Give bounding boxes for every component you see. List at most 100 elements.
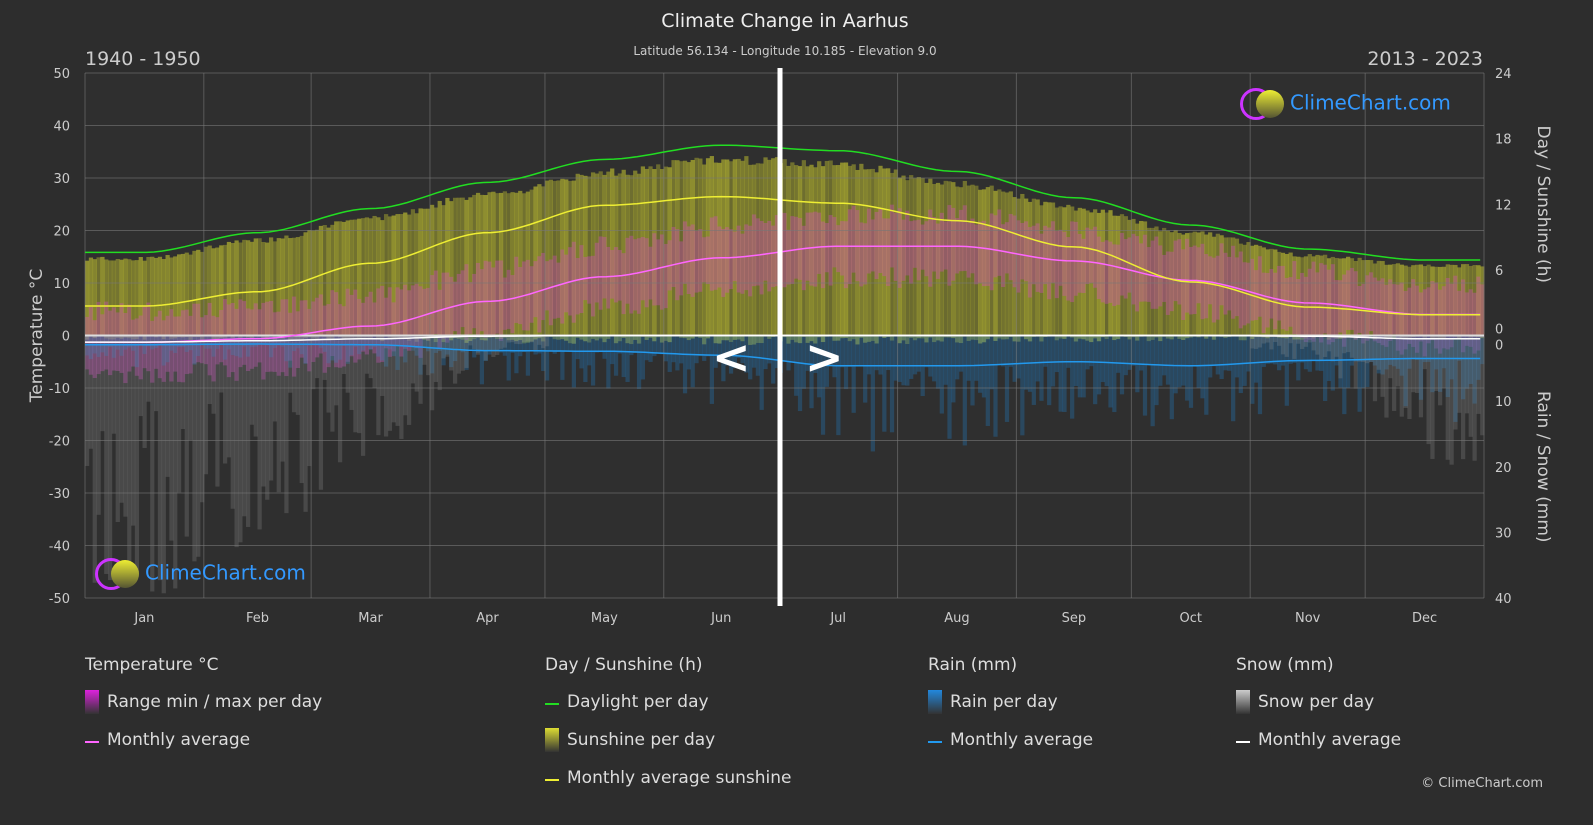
- rain-bar: [840, 335, 845, 368]
- snow-bar: [123, 335, 128, 517]
- snow-bar: [150, 335, 155, 592]
- snow-bar: [1349, 335, 1355, 358]
- rain-bar: [1031, 335, 1036, 405]
- temp-range-bar: [640, 236, 645, 301]
- temp-range-bar: [142, 305, 147, 369]
- rain-bar: [169, 335, 174, 351]
- snow-bar: [403, 335, 408, 416]
- temp-range-bar: [1480, 284, 1485, 338]
- temp-range-bar: [245, 308, 251, 372]
- rain-bar: [146, 335, 151, 347]
- sunshine-bar: [1211, 236, 1217, 340]
- rain-bar: [1342, 335, 1347, 415]
- sunshine-bar: [211, 248, 216, 340]
- snow-bar: [1277, 335, 1282, 346]
- next-period-button[interactable]: >: [805, 330, 844, 384]
- temp-range-bar: [383, 297, 389, 349]
- rain-bar: [755, 335, 760, 376]
- temp-range-bar: [395, 287, 400, 346]
- rain-bar: [809, 335, 814, 409]
- prev-period-button[interactable]: <: [712, 330, 751, 384]
- temp-range-bar: [813, 211, 818, 287]
- sunshine-bar: [169, 257, 174, 339]
- temp-range-bar: [786, 229, 791, 285]
- temp-range-bar: [533, 261, 538, 318]
- rain-bar: [935, 335, 941, 389]
- rain-bar: [1445, 335, 1450, 398]
- sunshine-bar: [391, 215, 396, 339]
- snow-bar: [1269, 335, 1274, 350]
- sunshine-bar: [1139, 220, 1144, 337]
- rain-bar: [1043, 335, 1048, 367]
- snow-bar: [303, 335, 308, 512]
- temp-range-bar: [127, 304, 132, 372]
- sunshine-bar: [1085, 210, 1090, 341]
- sunshine-bar: [590, 172, 596, 339]
- sunshine-bar: [889, 172, 895, 341]
- sunshine-bar: [1395, 263, 1401, 337]
- temp-range-bar: [694, 230, 699, 293]
- rain-bar: [721, 335, 726, 382]
- logo-sun-icon: [111, 560, 139, 588]
- rain-bar: [989, 335, 994, 390]
- sunshine-bar: [491, 191, 496, 338]
- temp-range-bar: [702, 237, 707, 283]
- rain-bar: [1104, 335, 1109, 387]
- snow-bar: [334, 335, 339, 406]
- snow-bar: [1376, 335, 1381, 370]
- temp-range-bar: [613, 247, 619, 303]
- chart-subtitle: Latitude 56.134 - Longitude 10.185 - Ele…: [633, 44, 937, 58]
- snow-bar: [1461, 335, 1466, 460]
- temp-range-bar: [299, 300, 304, 358]
- temp-range-bar: [544, 261, 550, 311]
- sunshine-bar: [1334, 257, 1339, 339]
- rain-bar: [1296, 335, 1301, 381]
- rain-bar: [1223, 335, 1228, 371]
- rain-bar: [1039, 335, 1044, 401]
- logo-bottom: ClimeChart.com: [95, 558, 306, 590]
- sunshine-bar: [288, 238, 293, 340]
- temp-range-bar: [1077, 233, 1082, 293]
- snow-bar: [111, 335, 117, 434]
- temp-range-bar: [1031, 225, 1036, 285]
- rain-bar: [230, 335, 235, 356]
- rain-bar: [1307, 335, 1312, 372]
- temp-range-bar: [1315, 272, 1320, 338]
- snow-bar: [249, 335, 255, 425]
- sunshine-bar: [360, 218, 366, 339]
- sunshine-bar: [345, 220, 350, 339]
- temp-range-bar: [495, 260, 500, 334]
- rain-bar: [1338, 335, 1343, 388]
- temp-range-bar: [1154, 236, 1159, 309]
- temp-range-bar: [472, 273, 477, 329]
- sunshine-bar: [1480, 266, 1485, 339]
- temp-range-bar: [1395, 284, 1401, 351]
- sunshine-bar: [357, 218, 362, 339]
- legend-group-title: Day / Sunshine (h): [545, 655, 703, 675]
- sunshine-bar: [322, 224, 327, 337]
- snow-bar: [1418, 335, 1424, 418]
- sunshine-bar: [709, 156, 714, 337]
- sunshine-bar: [851, 164, 856, 340]
- rain-bar: [863, 335, 868, 403]
- rain-bar: [679, 335, 684, 364]
- legend-line-icon: [928, 741, 942, 743]
- rain-bar: [506, 335, 511, 381]
- sunshine-bar: [364, 217, 370, 338]
- rain-bar: [533, 335, 538, 355]
- legend-item-label: Monthly average: [107, 730, 251, 750]
- temp-range-bar: [993, 215, 998, 278]
- sunshine-bar: [958, 187, 964, 344]
- sunshine-bar: [498, 192, 504, 339]
- rain-bar: [1119, 335, 1125, 395]
- snow-bar: [353, 335, 358, 433]
- rain-bar: [1162, 335, 1167, 376]
- sunshine-bar: [107, 260, 113, 340]
- rain-bar: [387, 335, 393, 350]
- sunshine-bar: [330, 224, 335, 339]
- rain-bar: [644, 335, 649, 361]
- snow-bar: [180, 335, 186, 430]
- sunshine-bar: [1070, 206, 1075, 338]
- snow-bar: [1361, 335, 1366, 363]
- temp-range-bar: [92, 320, 97, 378]
